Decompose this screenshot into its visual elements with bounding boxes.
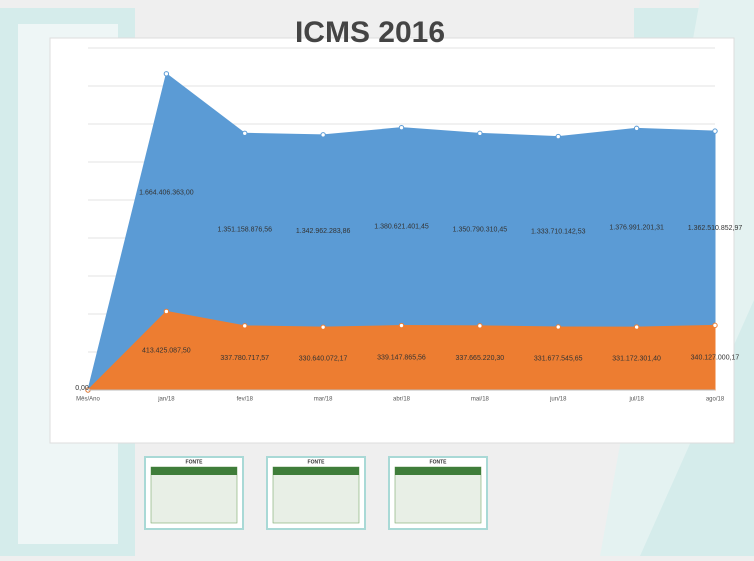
- data-label: 413.425.087,50: [142, 348, 191, 355]
- point: [398, 124, 405, 131]
- data-label: 330.640.072,17: [299, 355, 348, 362]
- point: [242, 323, 248, 329]
- data-label: 0,00: [75, 385, 89, 392]
- point: [163, 308, 170, 315]
- thumbnail-header: [151, 467, 237, 475]
- thumbnail-title: FONTE: [430, 459, 448, 465]
- data-label: 337.780.717,57: [220, 355, 269, 362]
- thumbnail-image: [272, 466, 360, 524]
- data-label: 1.380.621.401,45: [374, 223, 429, 230]
- point: [477, 323, 483, 329]
- data-label: 1.362.510.852,97: [688, 225, 743, 232]
- data-label: 340.127.000,17: [691, 355, 740, 362]
- data-label: 331.677.545,65: [534, 355, 583, 362]
- data-label: 337.665.220,30: [456, 355, 505, 362]
- point: [163, 71, 170, 77]
- thumbnail-header: [273, 467, 359, 475]
- point: [320, 132, 326, 138]
- chart-title: ICMS 2016: [295, 16, 445, 49]
- data-label: 1.333.710.142,53: [531, 229, 586, 236]
- point: [633, 125, 640, 132]
- data-label: 1.376.991.201,31: [609, 225, 664, 232]
- x-tick-label: jul/18: [628, 397, 644, 403]
- x-tick-label: abr/18: [393, 397, 411, 403]
- plot: 1.664.406.363,00 1.351.158.876,56 1.342.96…: [75, 47, 743, 403]
- data-label: 1.342.962.283,86: [296, 228, 351, 235]
- data-label: 331.172.301,40: [612, 355, 661, 362]
- thumbnail-image: [394, 466, 482, 524]
- data-label: 339.147.865,56: [377, 355, 426, 362]
- data-label: 1.664.406.363,00: [139, 189, 194, 196]
- point: [242, 130, 248, 136]
- thumbnails: FONTE FONTE FONTE: [144, 456, 488, 530]
- data-label: 1.351.158.876,56: [218, 226, 273, 233]
- point: [712, 322, 718, 329]
- point: [477, 130, 483, 137]
- point: [712, 128, 718, 134]
- x-tick-label: jan/18: [157, 397, 175, 403]
- x-tick-label: fev/18: [237, 397, 254, 403]
- thumbnail-image: [150, 466, 238, 524]
- thumbnail-header: [395, 467, 481, 475]
- point: [320, 324, 326, 330]
- x-tick-label: mai/18: [471, 397, 490, 403]
- x-tick-label: mar/18: [314, 397, 333, 403]
- x-tick-label: Mês/Ano: [76, 397, 100, 403]
- point: [633, 324, 640, 330]
- data-label: 1.350.790.310,45: [453, 226, 508, 233]
- x-tick-label: jun/18: [549, 397, 567, 403]
- point: [398, 322, 405, 329]
- x-tick-label: ago/18: [706, 397, 725, 403]
- thumbnail-title: FONTE: [186, 459, 204, 465]
- thumbnail-title: FONTE: [308, 459, 326, 465]
- point: [555, 133, 561, 140]
- point: [555, 324, 561, 330]
